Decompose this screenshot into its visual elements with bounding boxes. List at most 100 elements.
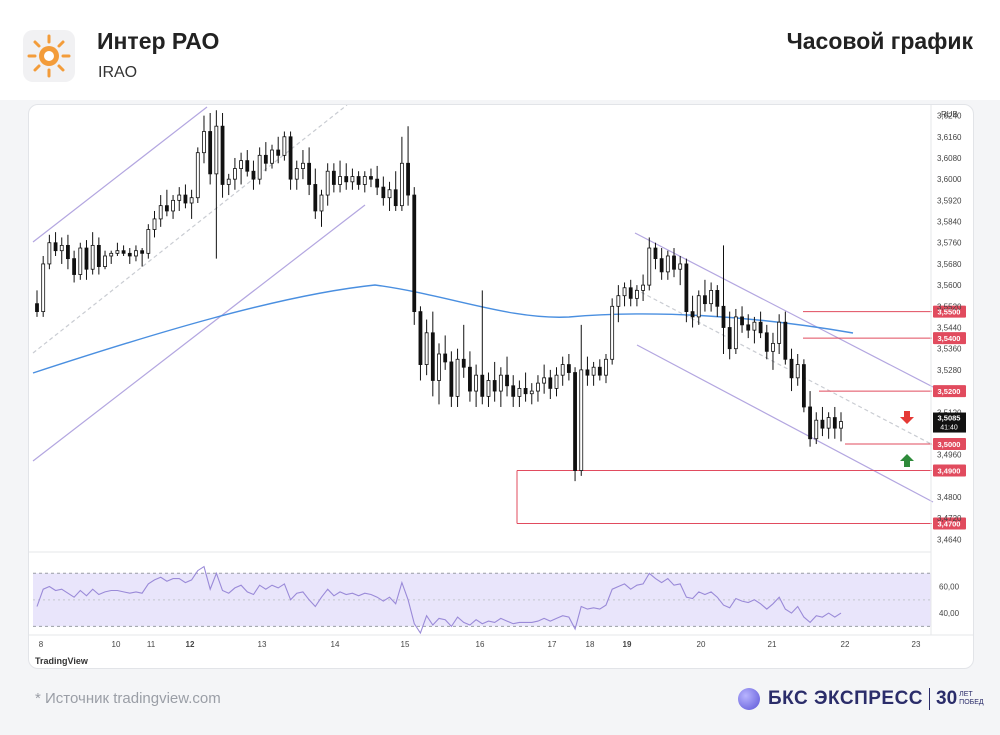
level-tag-label: 3,4700 xyxy=(938,520,961,529)
price-axis-unit: RUB xyxy=(941,110,958,119)
candle xyxy=(307,147,312,196)
candle xyxy=(152,210,157,238)
price-tick-label: 3,4640 xyxy=(937,535,962,544)
candle-body xyxy=(808,406,812,440)
candle-body xyxy=(604,358,608,376)
candle xyxy=(647,237,652,291)
candle-body xyxy=(47,242,52,265)
candle-body xyxy=(338,176,342,185)
candle xyxy=(814,412,819,445)
candle-body xyxy=(523,388,528,395)
candle xyxy=(158,195,163,227)
candle-body xyxy=(115,250,120,254)
candle xyxy=(783,311,788,365)
candle-body xyxy=(536,382,540,392)
candle-body xyxy=(387,189,392,199)
candle-body xyxy=(109,252,114,257)
candle xyxy=(319,189,324,227)
candle xyxy=(41,255,46,317)
candle-body xyxy=(171,199,175,212)
candle xyxy=(653,242,658,270)
candle xyxy=(344,163,349,190)
candle xyxy=(313,168,318,219)
rsi-band xyxy=(33,573,931,627)
candle xyxy=(826,412,831,439)
candle xyxy=(430,311,435,397)
candle-body xyxy=(140,250,145,254)
time-tick-label: 18 xyxy=(586,640,595,649)
candle-body xyxy=(195,152,200,199)
candle xyxy=(134,245,138,262)
time-tick-label: 22 xyxy=(841,640,850,649)
candle-body xyxy=(59,244,64,252)
moving-average-line xyxy=(32,284,854,374)
candle xyxy=(338,160,342,193)
candle-body xyxy=(127,252,132,257)
candle-body xyxy=(455,358,460,397)
candle-body xyxy=(783,321,788,360)
candle-body xyxy=(647,247,652,286)
channel-line xyxy=(634,232,934,388)
price-chart[interactable]: 3,5500 3,5400 3,5200 3,5000 3,4900 3,4700 60,… xyxy=(29,105,973,668)
candle xyxy=(325,163,330,206)
price-tick-label: 3,5360 xyxy=(937,345,962,354)
candle xyxy=(424,319,429,376)
candle-body xyxy=(449,361,454,397)
time-tick-label: 8 xyxy=(39,640,44,649)
candle xyxy=(84,240,89,280)
candle-body xyxy=(66,244,70,260)
arrow-up-icon xyxy=(900,454,914,467)
candle xyxy=(59,237,64,264)
candle-body xyxy=(381,186,386,199)
candle xyxy=(301,150,305,180)
rsi-tick-label: 60,00 xyxy=(939,583,960,592)
candle xyxy=(703,279,707,312)
candle xyxy=(294,160,299,190)
candle xyxy=(356,171,361,190)
candle xyxy=(573,367,577,482)
channel-line xyxy=(32,106,208,243)
brand-separator xyxy=(929,688,931,710)
candle-body xyxy=(282,136,287,156)
channel-line xyxy=(32,204,366,462)
level-tag-label: 3,4900 xyxy=(938,467,961,476)
candle xyxy=(35,290,39,317)
candle xyxy=(226,173,231,196)
candle xyxy=(47,234,52,270)
candle-body xyxy=(418,311,423,365)
brand-name: БКС ЭКСПРЕСС xyxy=(768,688,924,709)
candle-body xyxy=(492,380,497,392)
channel-midline xyxy=(32,105,348,354)
candle xyxy=(536,375,540,402)
candle-body xyxy=(777,321,782,344)
brand-years-caption: ЛЕТ ПОБЕД xyxy=(959,691,983,707)
candle xyxy=(381,176,386,206)
candle-body xyxy=(566,364,571,373)
candle xyxy=(474,364,479,407)
candle xyxy=(90,232,95,275)
candle xyxy=(727,311,732,360)
candle xyxy=(406,126,410,206)
candle-body xyxy=(591,366,596,376)
candle xyxy=(678,255,683,286)
candle xyxy=(511,375,516,407)
candle-body xyxy=(684,263,689,313)
brand-logo: БКС ЭКСПРЕСС 30 ЛЕТ ПОБЕД xyxy=(738,686,984,712)
source-note: * Источник tradingview.com xyxy=(35,690,221,707)
candle-body xyxy=(517,388,522,397)
candle-body xyxy=(134,250,138,257)
candle xyxy=(758,311,763,339)
candle-body xyxy=(486,380,491,397)
candle-body xyxy=(610,305,615,360)
price-tick-label: 3,5600 xyxy=(937,281,962,290)
candle-body xyxy=(721,305,726,328)
time-tick-label: 19 xyxy=(623,640,632,649)
candle-body xyxy=(294,168,299,180)
candle xyxy=(375,165,380,196)
brand-mark-icon xyxy=(738,688,760,710)
price-tick-label: 3,4800 xyxy=(937,493,962,502)
candle xyxy=(103,250,107,270)
candle-body xyxy=(399,162,404,207)
candle xyxy=(109,250,114,264)
candle-body xyxy=(375,178,380,188)
